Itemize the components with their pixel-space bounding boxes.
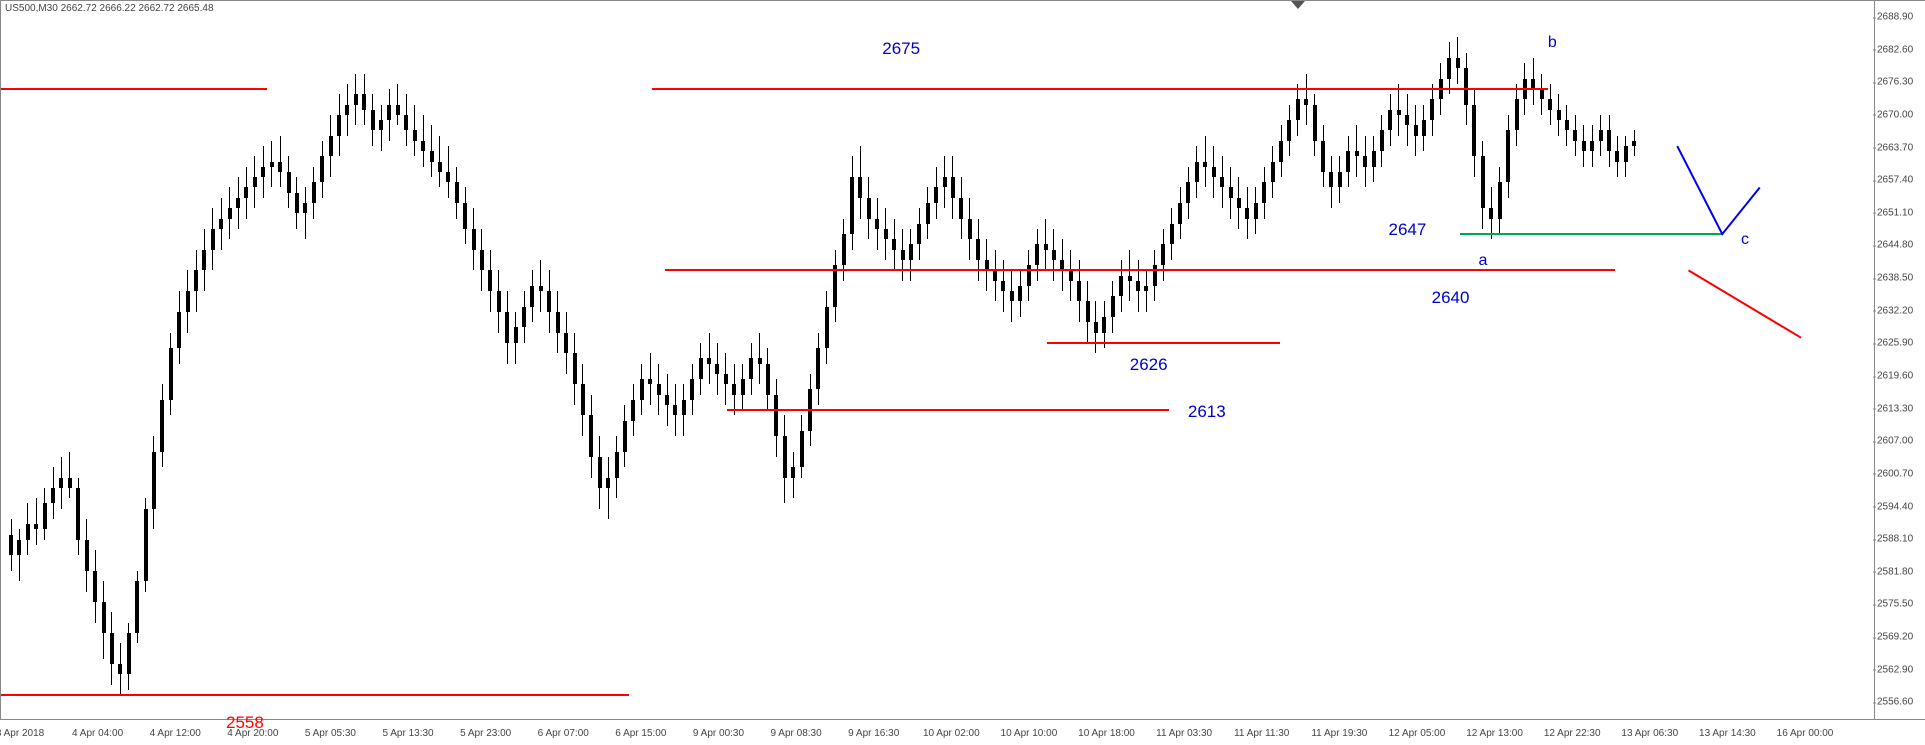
x-tick: 6 Apr 15:00 [615, 728, 666, 739]
y-tick: 2588.10 [1877, 534, 1923, 545]
lbl-2558: 2558 [226, 713, 264, 733]
x-tick: 16 Apr 00:00 [1777, 728, 1834, 739]
x-axis: 3 Apr 20184 Apr 04:004 Apr 12:004 Apr 20… [0, 720, 1875, 745]
y-tick: 2670.00 [1877, 109, 1923, 120]
y-tick: 2638.50 [1877, 273, 1923, 284]
y-tick: 2562.90 [1877, 664, 1923, 675]
x-tick: 4 Apr 04:00 [72, 728, 123, 739]
plot-area[interactable]: US500,M30 2662.72 2666.22 2662.72 2665.4… [0, 0, 1875, 720]
overlay-svg [1, 1, 1876, 721]
lbl-2675: 2675 [882, 39, 920, 59]
x-tick: 9 Apr 16:30 [848, 728, 899, 739]
y-tick: 2581.80 [1877, 566, 1923, 577]
x-tick: 12 Apr 13:00 [1466, 728, 1523, 739]
x-tick: 5 Apr 05:30 [305, 728, 356, 739]
x-tick: 12 Apr 05:00 [1389, 728, 1446, 739]
x-tick: 10 Apr 18:00 [1078, 728, 1135, 739]
y-tick: 2556.60 [1877, 697, 1923, 708]
y-tick: 2594.40 [1877, 501, 1923, 512]
y-tick: 2575.50 [1877, 599, 1923, 610]
symbol-label: US500,M30 [5, 3, 58, 14]
x-tick: 3 Apr 2018 [0, 728, 44, 739]
y-tick: 2569.20 [1877, 632, 1923, 643]
y-tick: 2688.90 [1877, 12, 1923, 23]
x-tick: 5 Apr 13:30 [382, 728, 433, 739]
lbl-c: c [1741, 231, 1749, 249]
x-tick: 6 Apr 07:00 [538, 728, 589, 739]
y-tick: 2625.90 [1877, 338, 1923, 349]
proj-blue [1677, 146, 1760, 234]
lbl-2640: 2640 [1432, 288, 1470, 308]
y-tick: 2613.30 [1877, 403, 1923, 414]
y-tick: 2663.70 [1877, 142, 1923, 153]
y-tick: 2676.30 [1877, 77, 1923, 88]
y-tick: 2657.40 [1877, 175, 1923, 186]
y-tick: 2619.60 [1877, 371, 1923, 382]
lbl-a: a [1479, 252, 1488, 270]
dropdown-arrow-icon[interactable] [1291, 1, 1305, 9]
x-tick: 12 Apr 22:30 [1544, 728, 1601, 739]
y-tick: 2607.00 [1877, 436, 1923, 447]
y-tick: 2632.20 [1877, 305, 1923, 316]
lbl-2613: 2613 [1188, 402, 1226, 422]
x-tick: 9 Apr 00:30 [693, 728, 744, 739]
x-tick: 10 Apr 02:00 [923, 728, 980, 739]
y-tick: 2682.60 [1877, 44, 1923, 55]
x-tick: 11 Apr 19:30 [1311, 728, 1367, 739]
x-tick: 10 Apr 10:00 [1001, 728, 1058, 739]
chart-header: US500,M30 2662.72 2666.22 2662.72 2665.4… [5, 3, 214, 14]
lbl-2626: 2626 [1130, 355, 1168, 375]
ohlc-label: 2662.72 2666.22 2662.72 2665.48 [61, 3, 214, 14]
x-tick: 5 Apr 23:00 [460, 728, 511, 739]
x-tick: 11 Apr 11:30 [1234, 728, 1289, 739]
lbl-b: b [1548, 34, 1557, 52]
x-tick: 11 Apr 03:30 [1156, 728, 1212, 739]
y-tick: 2600.70 [1877, 468, 1923, 479]
x-tick: 9 Apr 08:30 [771, 728, 822, 739]
y-axis: 2688.90 2682.60 2676.30 2670.00 2663.70 2657.… [1875, 0, 1925, 720]
x-tick: 4 Apr 12:00 [150, 728, 201, 739]
x-tick: 13 Apr 06:30 [1621, 728, 1678, 739]
y-tick: 2644.80 [1877, 240, 1923, 251]
x-tick: 13 Apr 14:30 [1699, 728, 1756, 739]
y-tick: 2651.10 [1877, 207, 1923, 218]
lbl-2647: 2647 [1389, 220, 1427, 240]
proj-red [1689, 270, 1802, 337]
chart-container: US500,M30 2662.72 2666.22 2662.72 2665.4… [0, 0, 1925, 745]
